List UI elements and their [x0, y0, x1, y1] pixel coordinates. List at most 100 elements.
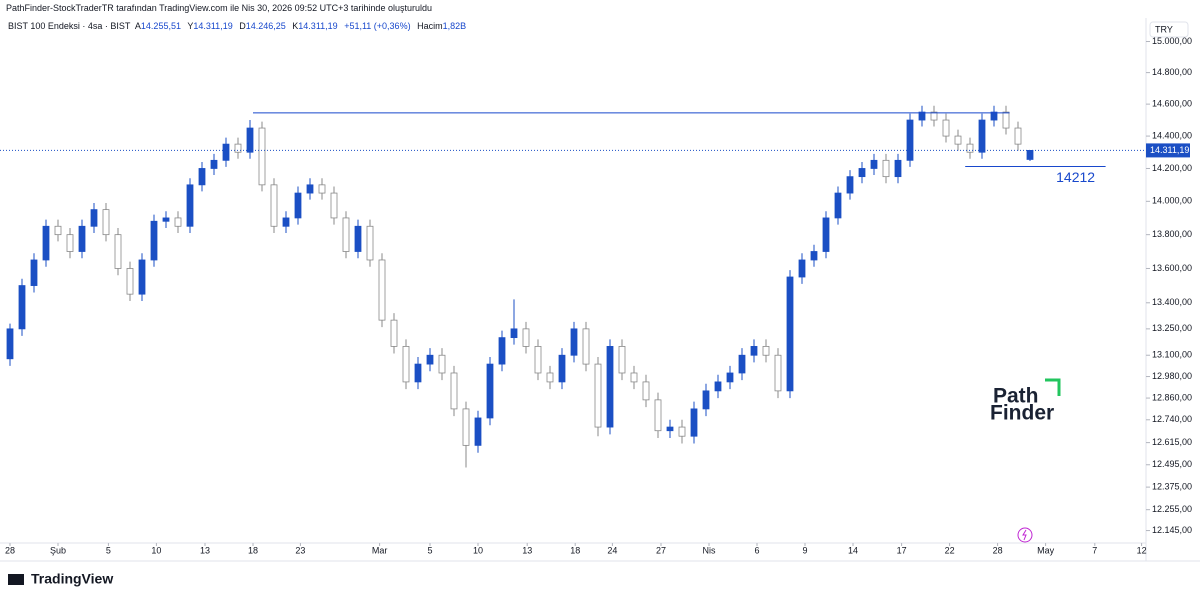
ohlc-value: 14.311,19: [193, 21, 233, 31]
candle-body: [654, 399, 662, 432]
candle-body: [486, 363, 494, 419]
candle-body: [762, 346, 770, 356]
y-tick-label: 14.800,00: [1152, 67, 1192, 77]
candle-body: [342, 217, 350, 252]
legend: BIST 100 Endeksi · 4sa · BIST A14.255,51…: [8, 21, 470, 31]
currency: TRY: [1155, 24, 1173, 34]
candle-body: [78, 225, 86, 252]
candle-body: [534, 346, 542, 374]
candle-body: [906, 119, 914, 161]
candle-body: [774, 354, 782, 392]
y-tick-label: 13.400,00: [1152, 297, 1192, 307]
candle-body: [618, 346, 626, 374]
candle-body: [558, 354, 566, 383]
candle-body: [582, 328, 590, 365]
x-tick-label: 13: [522, 545, 532, 555]
y-tick-label: 14.000,00: [1152, 196, 1192, 206]
candle-body: [738, 354, 746, 374]
candle-body: [786, 276, 794, 392]
currency-box[interactable]: [1149, 21, 1189, 38]
candle-body: [414, 363, 422, 383]
candle-body: [378, 259, 386, 321]
y-tick-label: 12.145,00: [1152, 525, 1192, 535]
ohlc-key: A: [134, 21, 141, 31]
y-tick-label: 15.000,00: [1152, 36, 1192, 46]
candle-body: [126, 268, 134, 295]
y-tick-label: 14.200,00: [1152, 163, 1192, 173]
ohlc-value: 14.246,25: [245, 21, 286, 31]
candle-body: [438, 354, 446, 374]
candle-body: [498, 337, 506, 365]
candle-body: [966, 143, 974, 153]
y-tick-label: 12.615,00: [1152, 437, 1192, 447]
candle-body: [630, 372, 638, 383]
candle-body: [666, 426, 674, 432]
brand: TradingView: [31, 571, 113, 587]
candle-body: [450, 372, 458, 410]
candle-body: [270, 184, 278, 227]
x-tick-label: 14: [848, 545, 858, 555]
alert-icon[interactable]: [1017, 527, 1033, 543]
candle-body: [570, 328, 578, 356]
x-tick-label: 13: [200, 545, 210, 555]
candle-body: [834, 192, 842, 219]
alert-bolt: [1022, 529, 1027, 541]
volume: 1,82B: [442, 21, 467, 31]
candle-body: [750, 346, 758, 356]
candle-body: [294, 192, 302, 219]
candle-body: [510, 328, 518, 339]
y-tick-label: 13.100,00: [1152, 350, 1192, 360]
candle-body: [330, 192, 338, 219]
candle-body: [90, 209, 98, 227]
y-tick-label: 12.375,00: [1152, 481, 1192, 491]
tv-logo: [8, 574, 24, 585]
y-tick-label: 14.600,00: [1152, 99, 1192, 109]
ohlc-value: 14.311,19: [298, 21, 338, 31]
x-tick-label: May: [1037, 545, 1055, 555]
candle-body: [114, 234, 122, 269]
x-tick-label: 6: [754, 545, 759, 555]
candle-body: [282, 217, 290, 227]
candle-body: [1014, 127, 1022, 145]
y-tick-label: 12.255,00: [1152, 504, 1192, 514]
candle-body: [690, 408, 698, 437]
candle-body: [354, 225, 362, 252]
candle-body: [234, 143, 242, 153]
y-tick-label: 12.740,00: [1152, 414, 1192, 424]
volume-label: Hacim: [417, 21, 443, 31]
candle-body: [846, 176, 854, 194]
y-tick-label: 14.400,00: [1152, 130, 1192, 140]
change: +51,11 (+0,36%): [344, 21, 411, 31]
candle-body: [402, 346, 410, 383]
support-label: 14212: [1056, 169, 1095, 185]
candle-body: [810, 251, 818, 261]
candle-body: [894, 159, 902, 178]
candle-body: [606, 346, 614, 428]
x-tick-label: 18: [570, 545, 580, 555]
y-tick-label: 13.800,00: [1152, 229, 1192, 239]
candle-body: [678, 426, 686, 437]
y-tick-label: 13.600,00: [1152, 263, 1192, 273]
candle-body: [306, 184, 314, 194]
candle-body: [594, 363, 602, 428]
ohlc-key: D: [239, 21, 246, 31]
candle-body: [858, 168, 866, 178]
candle-body: [726, 372, 734, 383]
candle-body: [870, 159, 878, 169]
symbol: BIST 100 Endeksi · 4sa · BIST: [8, 21, 131, 31]
y-tick-label: 13.250,00: [1152, 323, 1192, 333]
x-tick-label: 18: [248, 545, 258, 555]
x-tick-label: 27: [656, 545, 666, 555]
candle-body: [882, 159, 890, 178]
ohlc-value: 14.255,51: [140, 21, 181, 31]
candle-body: [66, 234, 74, 252]
candle-body: [822, 217, 830, 252]
candle-body: [18, 285, 26, 330]
x-tick-label: 10: [473, 545, 483, 555]
candle-body: [390, 319, 398, 347]
candle-body: [1026, 150, 1034, 160]
x-tick-label: 10: [151, 545, 161, 555]
x-tick-label: 28: [5, 545, 15, 555]
